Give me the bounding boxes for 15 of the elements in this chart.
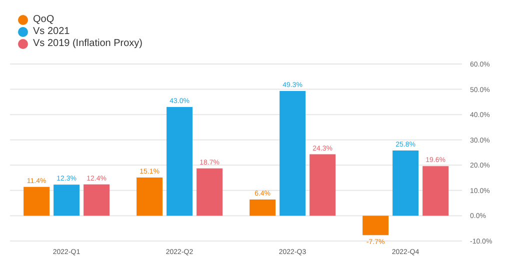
legend-label: Vs 2021	[33, 26, 70, 38]
legend-label: QoQ	[33, 14, 54, 26]
bar	[250, 200, 276, 216]
bar	[422, 166, 449, 216]
legend-label: Vs 2019 (Inflation Proxy)	[33, 38, 142, 50]
bar	[166, 106, 193, 216]
bar	[196, 168, 223, 216]
bar	[310, 154, 336, 216]
bar	[362, 216, 389, 236]
bar	[136, 178, 163, 216]
bar	[84, 184, 110, 216]
bar	[54, 184, 80, 216]
bar	[280, 91, 306, 216]
bar	[392, 150, 419, 216]
bar	[24, 186, 50, 216]
